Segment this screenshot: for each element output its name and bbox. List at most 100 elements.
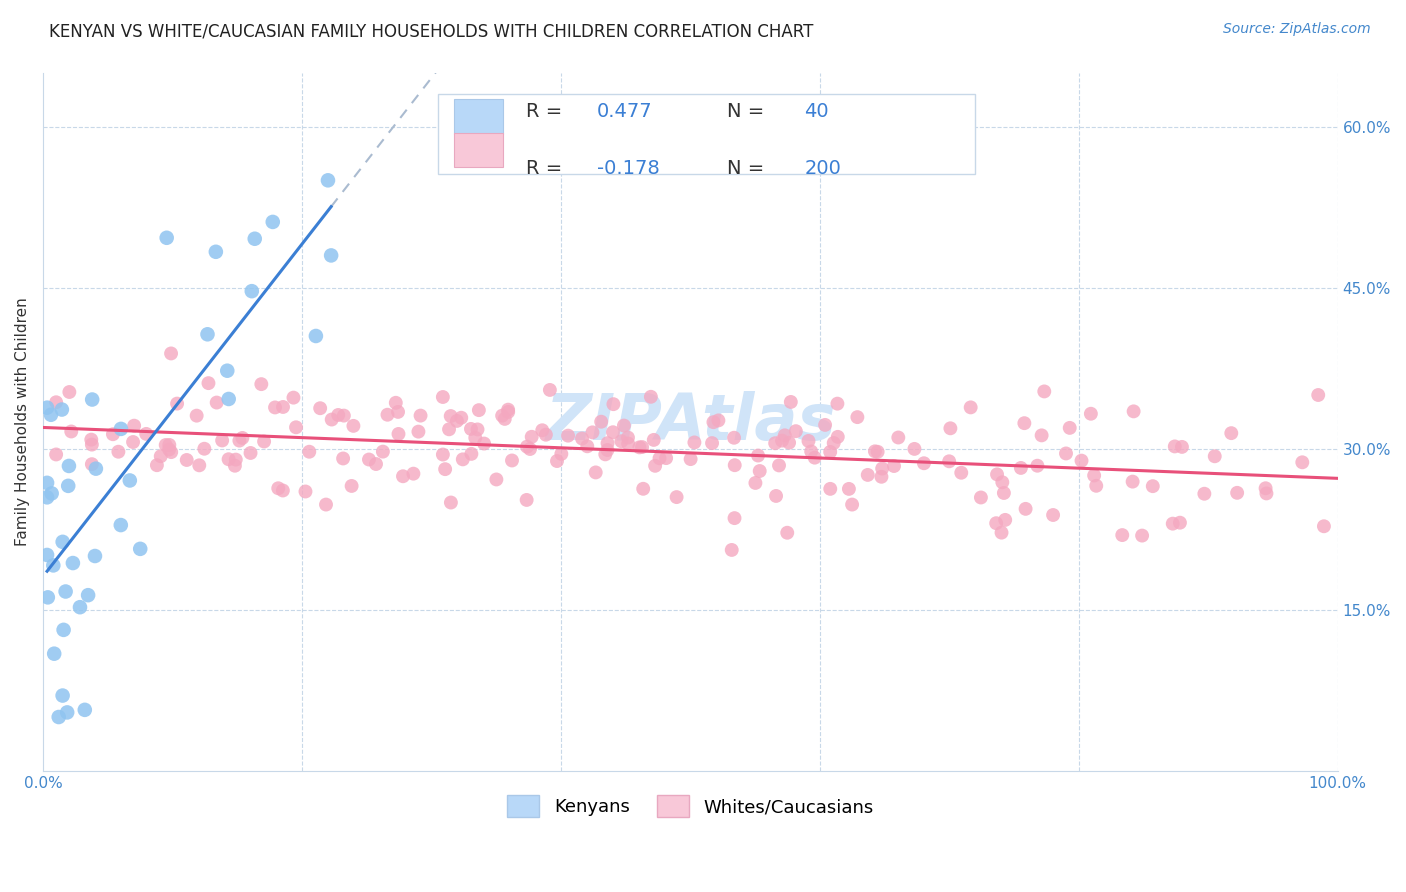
Point (217, 364, 239, 378)
Point (1171, 440, 1194, 454)
Text: N =: N = (727, 103, 770, 121)
Point (993, 486, 1015, 500)
Point (472, 436, 495, 450)
Point (628, 441, 651, 455)
FancyBboxPatch shape (454, 99, 503, 134)
Point (485, 473, 508, 487)
Point (707, 413, 730, 427)
Text: R =: R = (526, 159, 568, 178)
Point (176, 453, 198, 467)
Point (1291, 455, 1313, 469)
Point (596, 436, 619, 450)
Point (271, 400, 294, 414)
Point (778, 435, 800, 450)
Point (468, 403, 491, 417)
Point (267, 481, 290, 495)
Point (1014, 416, 1036, 430)
Point (35, 491, 58, 505)
Point (440, 495, 463, 509)
Point (101, 427, 124, 442)
Point (723, 431, 745, 445)
Y-axis label: Family Households with Children: Family Households with Children (15, 297, 30, 546)
Point (1080, 407, 1102, 421)
Point (157, 438, 180, 452)
Point (432, 448, 454, 462)
Point (464, 431, 486, 445)
Point (585, 466, 607, 480)
Point (617, 436, 640, 450)
Point (135, 426, 157, 441)
Point (77, 588, 100, 602)
Point (557, 428, 579, 442)
Point (39, 408, 62, 422)
Point (520, 430, 543, 444)
Point (122, 418, 145, 433)
Text: 200: 200 (804, 159, 841, 178)
Point (501, 453, 523, 467)
Point (613, 418, 636, 433)
Point (1122, 475, 1144, 489)
Point (827, 430, 849, 444)
Point (683, 435, 706, 450)
Point (328, 408, 350, 422)
Point (797, 434, 820, 448)
Point (437, 422, 460, 436)
Point (1168, 516, 1191, 530)
Point (491, 409, 513, 423)
Point (80, 433, 103, 447)
Point (80, 437, 103, 451)
Point (1070, 453, 1092, 467)
Point (450, 410, 472, 425)
Point (155, 438, 177, 452)
FancyBboxPatch shape (454, 133, 503, 167)
Point (271, 483, 294, 498)
Point (218, 452, 240, 467)
Point (1226, 485, 1249, 500)
Point (818, 445, 841, 459)
Point (392, 469, 415, 483)
Point (516, 492, 538, 507)
Point (1308, 388, 1330, 402)
Point (595, 447, 617, 461)
Point (763, 436, 786, 450)
Point (631, 440, 654, 454)
Point (1164, 439, 1187, 453)
Point (51, 402, 73, 417)
Point (283, 391, 305, 405)
Point (52, 623, 75, 637)
Legend: Kenyans, Whites/Caucasians: Kenyans, Whites/Caucasians (499, 788, 882, 824)
Point (62, 556, 84, 570)
Point (644, 458, 666, 473)
Point (534, 427, 557, 442)
Point (665, 490, 688, 504)
Point (58, 458, 80, 473)
Point (82, 392, 104, 407)
Point (41, 486, 63, 500)
Point (768, 458, 790, 473)
Text: ZIPAtlas: ZIPAtlas (546, 391, 835, 453)
Point (402, 467, 425, 481)
Point (409, 409, 432, 423)
Point (321, 248, 343, 262)
Point (800, 444, 823, 458)
Point (205, 244, 228, 259)
Point (239, 446, 262, 460)
Point (950, 466, 973, 480)
Point (228, 434, 250, 448)
Point (1194, 487, 1216, 501)
Point (779, 395, 801, 409)
Point (48, 710, 70, 724)
Point (309, 401, 332, 416)
Text: -0.178: -0.178 (598, 159, 659, 178)
Point (648, 451, 671, 466)
Point (35, 401, 58, 415)
Point (387, 405, 409, 419)
Text: R =: R = (526, 103, 568, 121)
Point (156, 231, 179, 245)
Point (803, 450, 825, 465)
Point (531, 423, 554, 437)
Point (357, 452, 380, 467)
Point (52, 534, 75, 549)
Point (69, 600, 91, 615)
Point (1083, 468, 1105, 483)
